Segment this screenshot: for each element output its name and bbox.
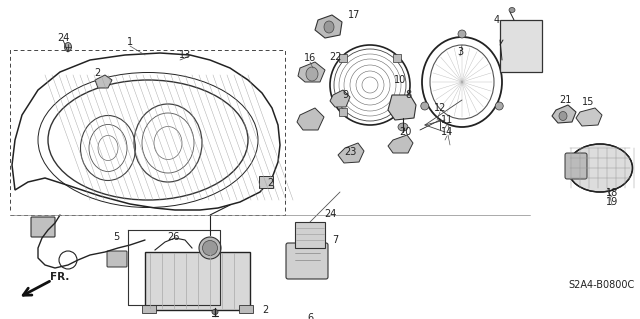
Text: 1: 1 [127, 37, 133, 47]
Text: 12: 12 [434, 103, 446, 113]
Polygon shape [388, 135, 413, 153]
Ellipse shape [398, 123, 408, 131]
FancyBboxPatch shape [295, 222, 325, 248]
Polygon shape [552, 105, 576, 123]
FancyBboxPatch shape [339, 54, 347, 62]
Text: 2: 2 [262, 305, 268, 315]
FancyBboxPatch shape [286, 243, 328, 279]
Text: 5: 5 [113, 232, 119, 242]
FancyBboxPatch shape [393, 108, 401, 116]
Text: 24: 24 [57, 33, 69, 43]
FancyBboxPatch shape [259, 176, 273, 188]
FancyBboxPatch shape [142, 305, 156, 313]
Text: 16: 16 [304, 53, 316, 63]
Text: 2: 2 [267, 178, 273, 188]
Text: 17: 17 [348, 10, 360, 20]
Text: 11: 11 [441, 115, 453, 125]
Polygon shape [95, 75, 112, 88]
FancyBboxPatch shape [393, 54, 401, 62]
FancyBboxPatch shape [145, 252, 250, 310]
Ellipse shape [509, 8, 515, 12]
Text: 21: 21 [559, 95, 571, 105]
Polygon shape [330, 90, 350, 107]
Ellipse shape [199, 237, 221, 259]
FancyBboxPatch shape [107, 251, 127, 267]
FancyBboxPatch shape [239, 305, 253, 313]
FancyBboxPatch shape [339, 108, 347, 116]
Ellipse shape [568, 144, 632, 192]
Text: 14: 14 [441, 127, 453, 137]
Text: 19: 19 [606, 197, 618, 207]
Text: 10: 10 [394, 75, 406, 85]
Ellipse shape [306, 67, 318, 81]
Text: 7: 7 [332, 235, 338, 245]
Ellipse shape [458, 30, 466, 38]
Text: FR.: FR. [50, 272, 69, 282]
Text: 15: 15 [582, 97, 594, 107]
Text: 8: 8 [405, 90, 411, 100]
Ellipse shape [420, 102, 429, 110]
Text: 20: 20 [399, 127, 411, 137]
Text: 4: 4 [494, 15, 500, 25]
Ellipse shape [495, 102, 503, 110]
Polygon shape [576, 108, 602, 126]
Ellipse shape [212, 309, 218, 315]
FancyBboxPatch shape [500, 20, 542, 72]
Text: 18: 18 [606, 188, 618, 198]
FancyBboxPatch shape [31, 217, 55, 237]
Text: 23: 23 [344, 147, 356, 157]
Text: 24: 24 [324, 209, 336, 219]
Polygon shape [298, 62, 325, 82]
Polygon shape [388, 95, 416, 120]
Text: 3: 3 [457, 47, 463, 57]
FancyBboxPatch shape [565, 153, 587, 179]
Ellipse shape [65, 42, 72, 51]
Polygon shape [297, 108, 324, 130]
Ellipse shape [324, 21, 334, 33]
Ellipse shape [559, 112, 567, 121]
Text: 2: 2 [94, 68, 100, 78]
Text: 26: 26 [167, 232, 179, 242]
Text: 9: 9 [342, 90, 348, 100]
Polygon shape [315, 15, 342, 38]
Text: S2A4-B0800C: S2A4-B0800C [568, 280, 634, 290]
Polygon shape [338, 143, 364, 163]
Text: 13: 13 [179, 50, 191, 60]
Ellipse shape [202, 241, 218, 256]
Text: 6: 6 [307, 313, 313, 319]
Text: 22: 22 [329, 52, 341, 62]
